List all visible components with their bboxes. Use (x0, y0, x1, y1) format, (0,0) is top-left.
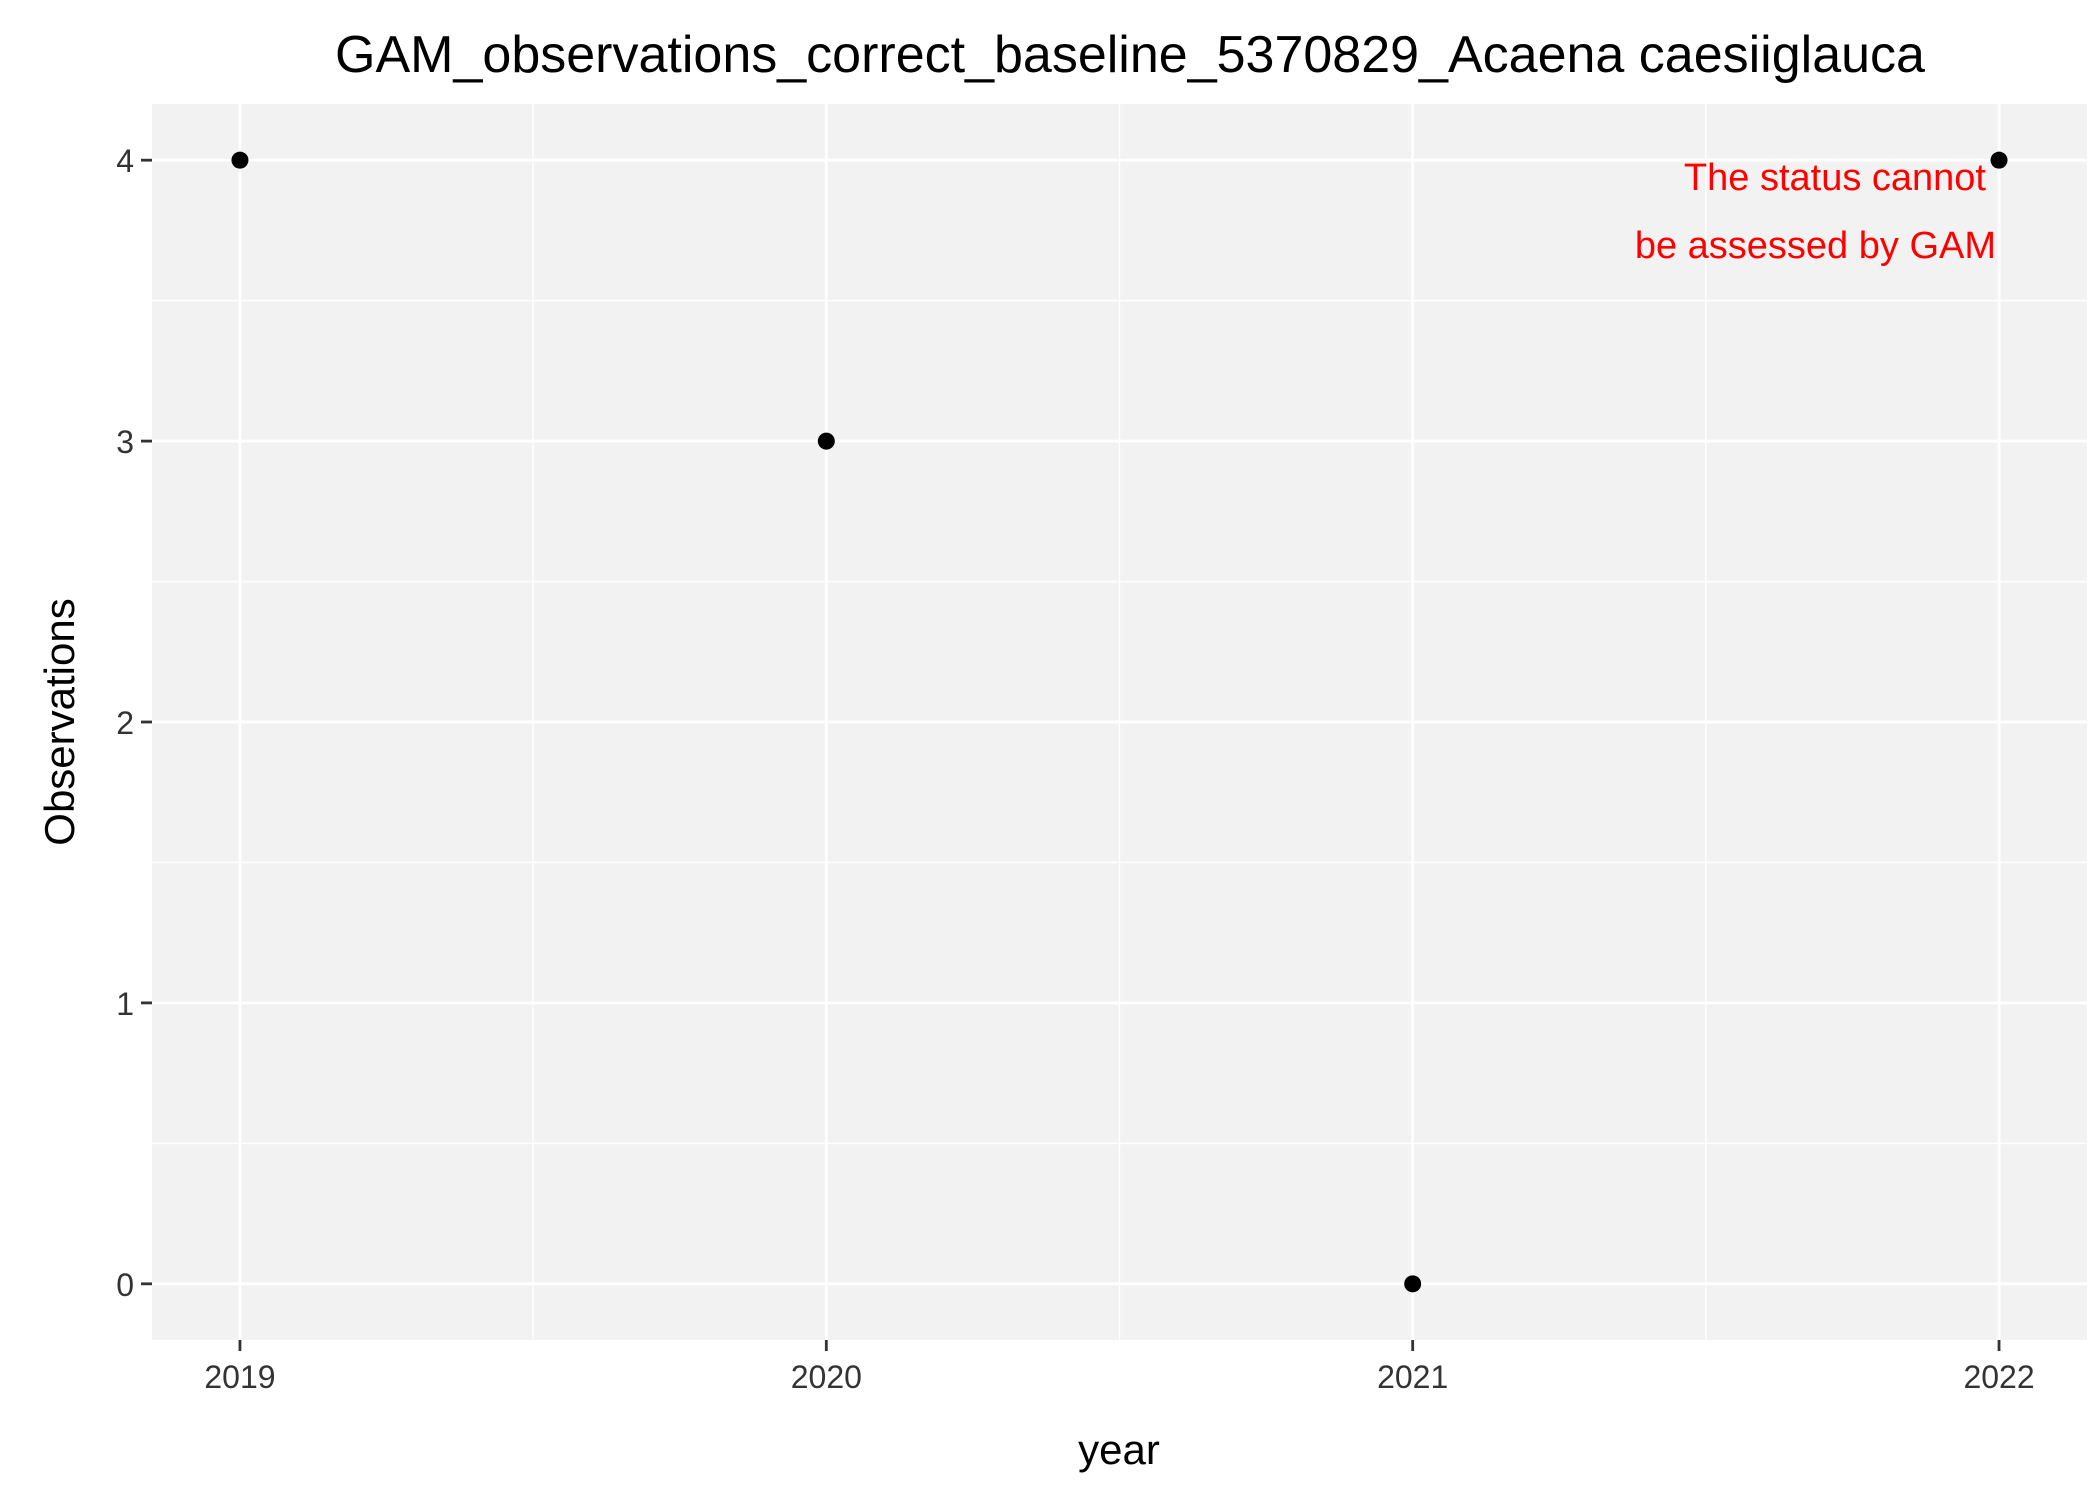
data-point (817, 432, 835, 450)
y-tick-label: 3 (116, 424, 134, 460)
data-points (231, 151, 2008, 1293)
x-tick-label: 2020 (791, 1359, 862, 1395)
x-axis: 2019 2020 2021 2022 (204, 1340, 2035, 1395)
data-point (1404, 1275, 1422, 1293)
data-point (1990, 151, 2008, 169)
x-tick-label: 2022 (1963, 1359, 2034, 1395)
x-axis-title: year (1078, 1426, 1160, 1473)
annotation-line-2: be assessed by GAM (1635, 225, 1996, 267)
status-annotation: The status cannot be assessed by GAM (1635, 157, 1996, 267)
y-axis-title: Observations (36, 598, 83, 845)
chart-title: GAM_observations_correct_baseline_537082… (335, 26, 1925, 84)
annotation-line-1: The status cannot (1684, 157, 1987, 199)
y-axis: 0 1 2 3 4 (116, 143, 152, 1303)
x-tick-label: 2021 (1377, 1359, 1448, 1395)
y-tick-label: 2 (116, 705, 134, 741)
grid-major (152, 104, 2087, 1340)
data-point (231, 151, 249, 169)
y-tick-label: 4 (116, 143, 134, 179)
x-tick-label: 2019 (204, 1359, 275, 1395)
y-tick-label: 1 (116, 986, 134, 1022)
y-tick-label: 0 (116, 1267, 134, 1303)
